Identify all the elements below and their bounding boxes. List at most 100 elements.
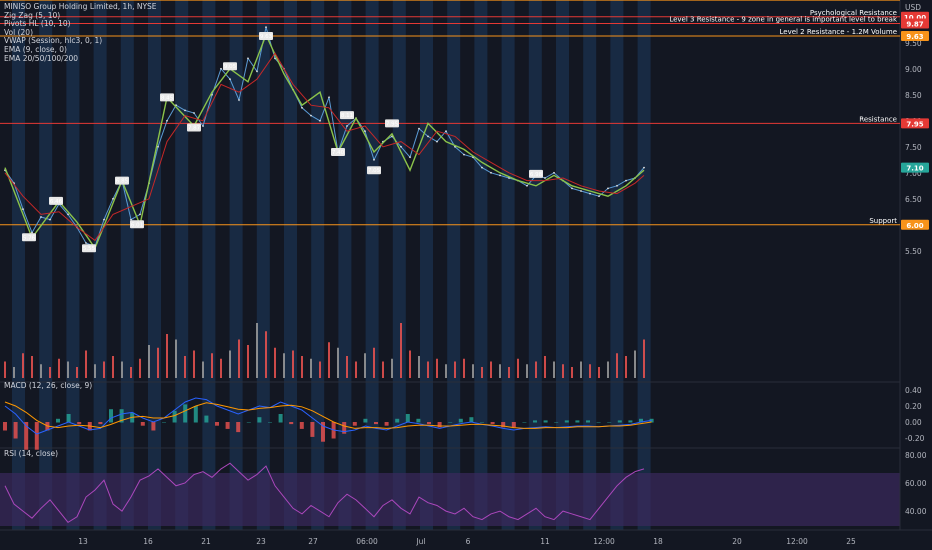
time-tick-label: 06:00 [356,537,378,546]
macd-histogram-bar [257,417,262,423]
volume-bar [625,356,627,378]
macd-histogram-bar [395,418,400,423]
legend-indicator-pivots[interactable]: Pivots HL (10, 10) [4,19,71,29]
level-badge [901,18,929,29]
volume-bar [472,364,474,378]
macd-line [4,397,652,435]
volume-bar [85,350,87,378]
price-point [499,174,501,177]
volume-bar [580,361,582,378]
rsi-pane-label[interactable]: RSI (14, close) [4,449,59,458]
volume-bar [148,345,150,378]
price-tick-label: 7.50 [905,143,922,152]
session-band [256,0,270,530]
macd-histogram-bar [490,422,495,425]
price-point [418,127,420,130]
time-tick-label: 12:00 [593,537,615,546]
price-point [184,109,186,112]
session-band [12,0,25,530]
pivot-label: 5.55 [83,246,96,252]
volume-bar [157,347,159,378]
volume-bar [4,361,6,378]
volume-bar [346,356,348,378]
volume-bar [535,361,537,378]
price-point [301,106,303,109]
level-badge-text: 7.95 [906,120,923,128]
price-point [526,184,528,187]
macd-histogram-bar [151,422,156,431]
legend-indicator-volume[interactable]: Vol (20) [4,27,34,37]
legend-indicator-ema9[interactable]: EMA (9, close, 0) [4,44,67,54]
volume-bar [283,353,285,378]
volume-bar [13,367,15,378]
volume-bar [562,364,564,378]
legend-indicator-ema-multi[interactable]: EMA 20/50/100/200 [4,53,79,63]
session-band [501,0,515,530]
price-point [445,130,447,133]
macd-histogram-bar [119,409,124,423]
macd-histogram-bar [596,422,601,423]
macd-histogram-bar [607,422,612,423]
price-point [229,78,231,81]
level-badge-text: 9.63 [906,33,923,41]
macd-histogram-bar [469,417,474,423]
volume-bar [382,361,384,378]
volume-bar [337,347,339,378]
macd-pane-label[interactable]: MACD (12, 26, close, 9) [4,381,93,390]
volume-bar [427,361,429,378]
volume-bar [310,358,312,378]
pivot-label: 9.05 [224,64,237,70]
session-band [39,0,53,530]
pivot-label-box [340,111,354,120]
volume-bar [166,334,168,378]
time-tick-label: 23 [256,537,266,546]
price-point [49,218,51,221]
pivot-label: 6.85 [116,179,129,185]
volume-bar [40,364,42,378]
macd-histogram-bar [34,422,39,450]
volume-bar [301,356,303,378]
macd-histogram-bar [140,422,145,426]
macd-histogram-bar [617,420,622,423]
volume-bar [274,347,276,378]
price-tick-label: 7.00 [905,169,922,178]
level-note: Level 3 Resistance - 9 zone in general i… [669,16,898,24]
macd-histogram-bar [162,422,166,423]
session-band [392,0,406,530]
session-band [420,0,433,530]
price-point [310,114,312,117]
volume-bar [373,347,375,378]
volume-bar [94,364,96,378]
volume-bar [130,367,132,378]
currency-label: USD [905,3,921,12]
macd-histogram-bar [172,410,177,423]
price-point [409,156,411,159]
pivot-label-box [259,32,273,41]
level-note: Support [869,217,897,225]
price-point [220,67,222,70]
session-band [120,0,134,530]
volume-bar [58,358,60,378]
time-tick-label: 25 [846,537,856,546]
pivot-label-box [82,244,96,253]
price-point [22,208,24,211]
price-point [103,218,105,221]
macd-histogram-bar [416,418,421,423]
volume-bar [247,345,249,378]
price-point [193,112,195,114]
session-band [528,0,542,530]
volume-bar [193,350,195,378]
session-band [311,0,325,530]
session-band [365,0,379,530]
legend-indicator-vwap[interactable]: VWAP (Session, hlc3, 0, 1) [4,36,103,46]
legend-indicator-zigzag[interactable]: Zig Zag (5, 10) [4,10,61,20]
pivot-label-box [130,220,144,229]
volume-bar [355,361,357,378]
price-tick-label: 9.00 [905,65,922,74]
session-band [583,0,597,530]
volume-bar [211,353,213,378]
price-point [427,135,429,138]
pivot-label: 8.45 [161,95,174,101]
price-point [274,57,276,60]
macd-histogram-bar [3,422,7,431]
